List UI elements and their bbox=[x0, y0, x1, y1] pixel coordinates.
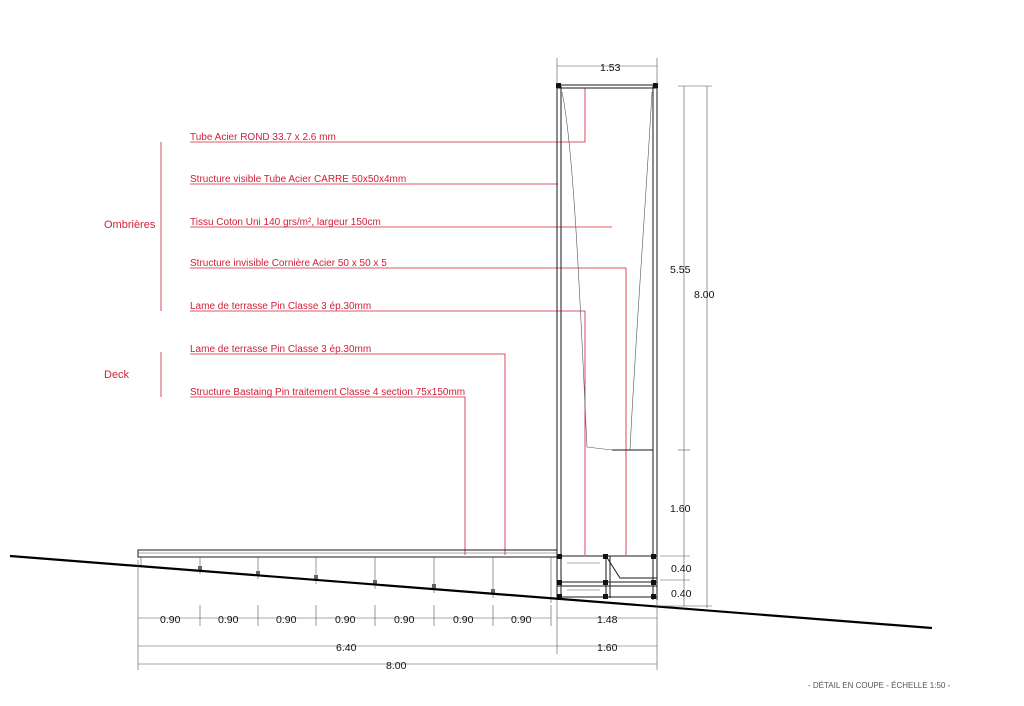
callout-tissu: Tissu Coton Uni 140 grs/m², largeur 150c… bbox=[190, 217, 381, 228]
group-label-deck: Deck bbox=[104, 369, 130, 381]
callout-structure-invisible: Structure invisible Cornière Acier 50 x … bbox=[190, 258, 387, 269]
callout-structure-visible: Structure visible Tube Acier CARRE 50x50… bbox=[190, 174, 406, 185]
drawing-caption: - DÉTAIL EN COUPE - ÉCHELLE 1:50 - bbox=[808, 681, 951, 690]
group-label-ombrieres: Ombrières bbox=[104, 219, 156, 231]
callout-leaders bbox=[190, 88, 627, 555]
callout-lame-ombriere: Lame de terrasse Pin Classe 3 ép.30mm bbox=[190, 301, 371, 312]
dim-canopy-total: 1.60 bbox=[597, 642, 618, 654]
joint-markers bbox=[556, 83, 658, 599]
dim-span: 0.90 bbox=[160, 614, 181, 626]
ground-line bbox=[9, 554, 933, 630]
dim-span: 0.90 bbox=[218, 614, 239, 626]
dim-deck-total: 6.40 bbox=[336, 642, 357, 654]
callout-lame-deck: Lame de terrasse Pin Classe 3 ép.30mm bbox=[190, 344, 371, 355]
dim-lower-height: 1.60 bbox=[670, 503, 691, 515]
dim-overall: 8.00 bbox=[386, 660, 407, 672]
callout-bastaing: Structure Bastaing Pin traitement Classe… bbox=[190, 387, 465, 398]
dim-plinth-width: 1.48 bbox=[597, 614, 618, 626]
dim-span: 0.90 bbox=[511, 614, 532, 626]
dim-span: 0.90 bbox=[394, 614, 415, 626]
callout-tube-rond: Tube Acier ROND 33.7 x 2.6 mm bbox=[190, 132, 336, 143]
deck-structure bbox=[137, 549, 558, 603]
dim-canopy-height: 5.55 bbox=[670, 264, 691, 276]
dim-total-height: 8.00 bbox=[694, 289, 715, 301]
canopy-frame bbox=[556, 84, 658, 600]
dim-top-width: 1.53 bbox=[600, 62, 621, 74]
dimension-lines bbox=[137, 58, 712, 670]
dim-plinth-upper: 0.40 bbox=[671, 563, 692, 575]
dim-span: 0.90 bbox=[453, 614, 474, 626]
dim-span: 0.90 bbox=[276, 614, 297, 626]
dim-plinth-lower: 0.40 bbox=[671, 588, 692, 600]
dim-span: 0.90 bbox=[335, 614, 356, 626]
